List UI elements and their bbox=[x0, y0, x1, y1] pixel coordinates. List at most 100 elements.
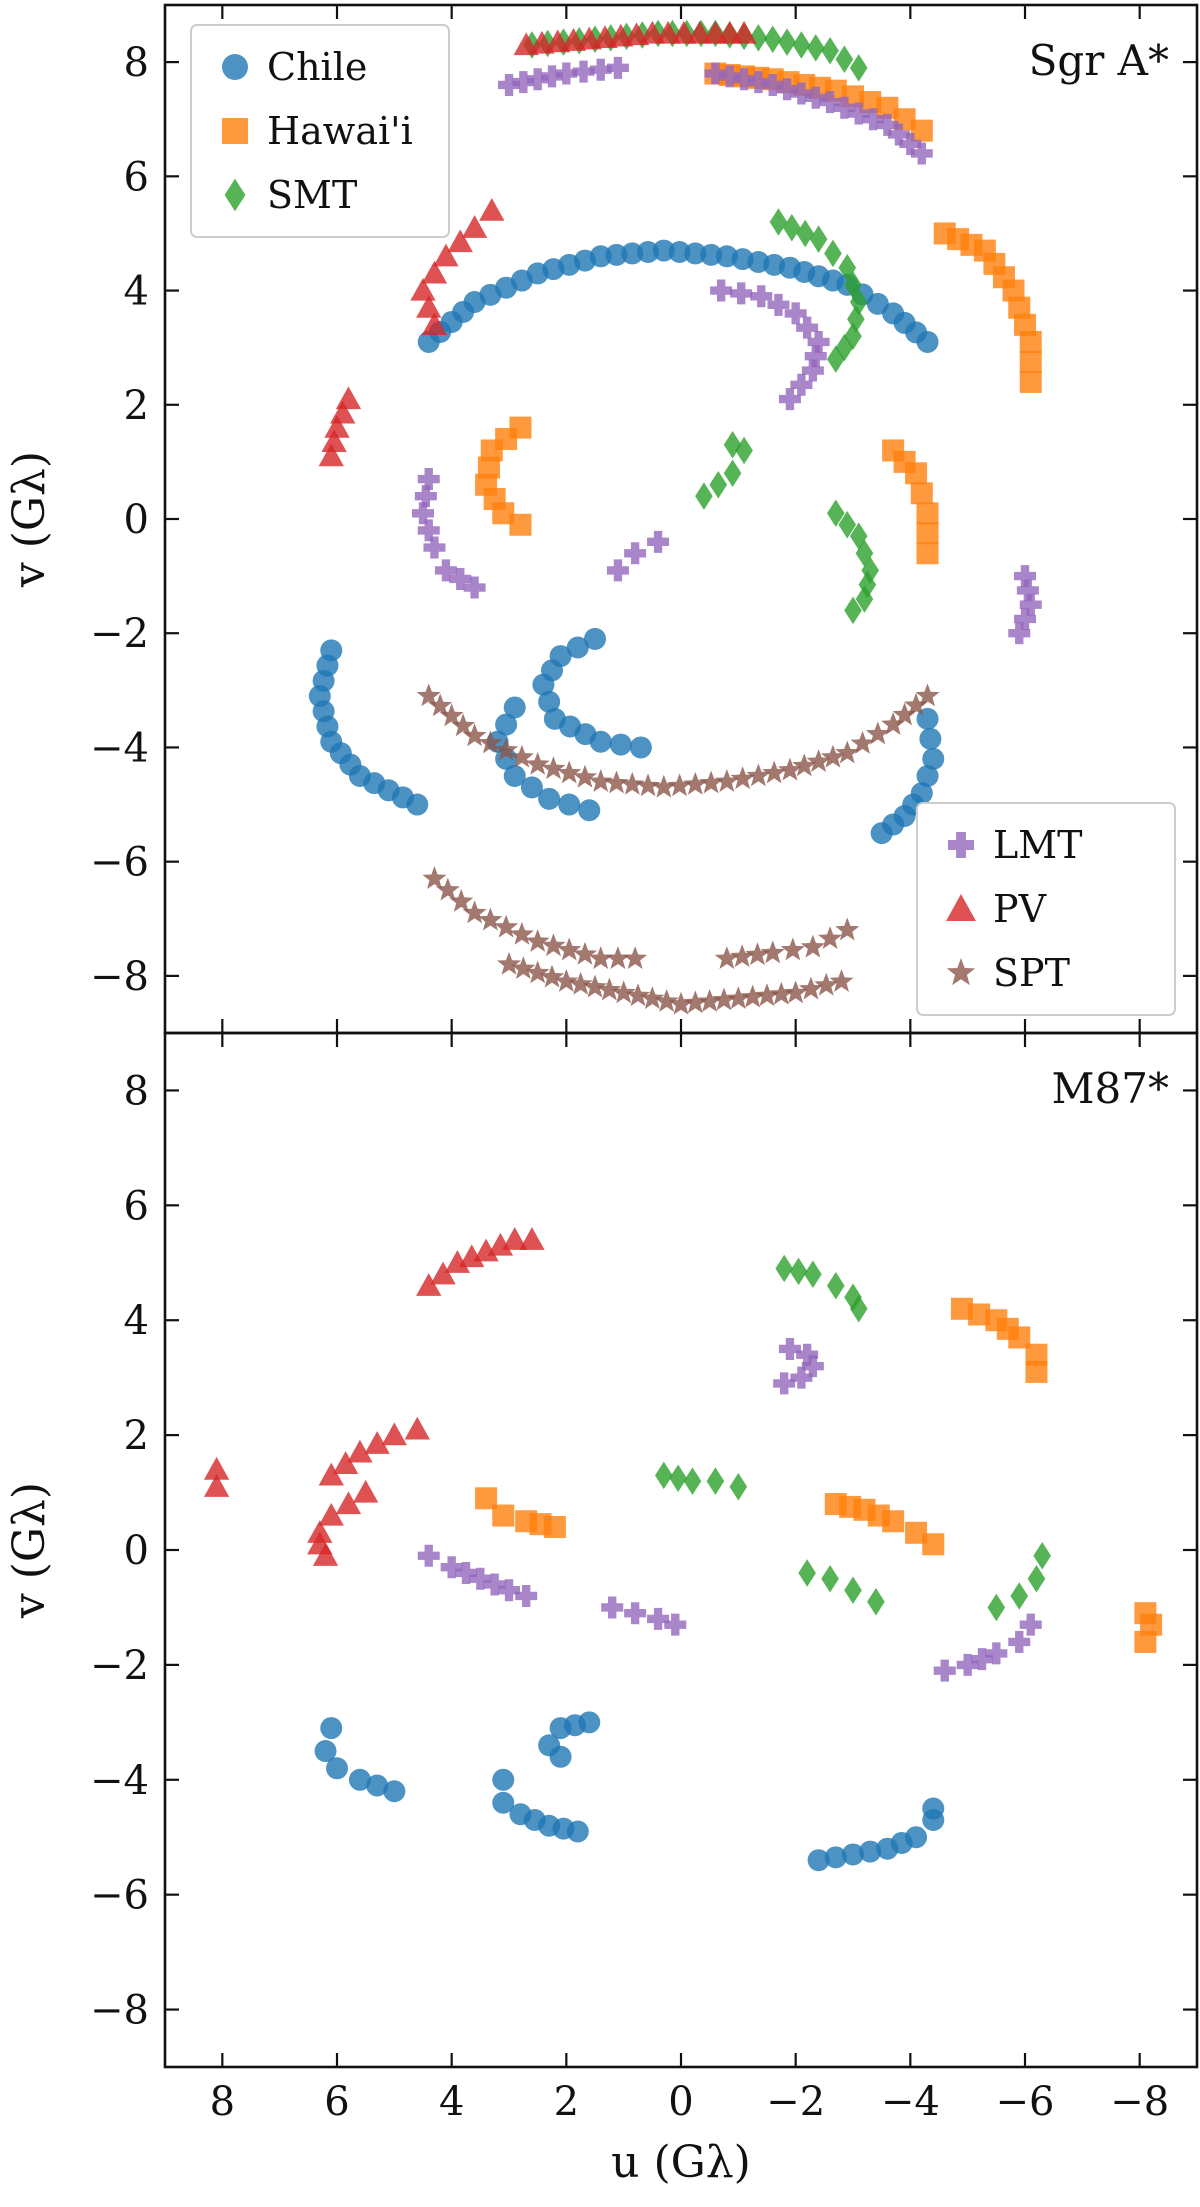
point-smt bbox=[827, 345, 845, 373]
point-pv bbox=[335, 386, 362, 410]
y-tick-label: 0 bbox=[124, 497, 149, 543]
point-lmt bbox=[1019, 593, 1042, 616]
point-chile bbox=[566, 636, 589, 659]
legend-label-chile: Chile bbox=[267, 45, 367, 89]
point-hawai-i bbox=[1019, 350, 1042, 373]
series-pv bbox=[318, 20, 757, 467]
point-lmt bbox=[862, 108, 885, 131]
point-lmt bbox=[804, 345, 827, 368]
point-lmt bbox=[899, 132, 922, 155]
point-pv bbox=[416, 295, 442, 318]
point-hawai-i bbox=[950, 1297, 973, 1320]
point-pv bbox=[502, 1227, 528, 1250]
point-spt bbox=[435, 877, 460, 901]
point-spt bbox=[439, 703, 464, 727]
point-spt bbox=[683, 771, 708, 795]
point-lmt bbox=[512, 71, 535, 94]
point-lmt bbox=[761, 73, 784, 96]
point-chile bbox=[495, 713, 518, 736]
point-hawai-i bbox=[1014, 313, 1036, 336]
point-chile bbox=[916, 330, 939, 353]
point-lmt bbox=[624, 542, 647, 565]
point-smt bbox=[809, 225, 828, 253]
point-lmt bbox=[412, 502, 434, 525]
point-chile bbox=[549, 1745, 572, 1768]
point-smt bbox=[849, 54, 868, 82]
point-spt bbox=[730, 766, 755, 790]
point-spt bbox=[422, 866, 447, 890]
point-smt bbox=[683, 1467, 702, 1495]
point-spt bbox=[525, 928, 550, 952]
legend-marker-hawai-i bbox=[222, 118, 248, 144]
x-tick-label: −8 bbox=[1110, 2079, 1169, 2125]
point-spt bbox=[611, 980, 636, 1004]
point-smt bbox=[844, 596, 862, 625]
point-smt bbox=[783, 213, 801, 242]
point-lmt bbox=[790, 1366, 813, 1389]
point-lmt bbox=[956, 1653, 979, 1676]
point-spt bbox=[726, 986, 751, 1009]
point-chile bbox=[520, 776, 543, 799]
legend-box bbox=[190, 24, 450, 238]
point-spt bbox=[449, 888, 474, 912]
point-spt bbox=[451, 713, 476, 737]
point-smt bbox=[844, 1576, 862, 1604]
x-tick-label: 2 bbox=[554, 2079, 579, 2125]
point-lmt bbox=[1016, 579, 1039, 602]
point-spt bbox=[496, 951, 522, 975]
point-chile bbox=[538, 787, 561, 810]
point-chile bbox=[492, 1791, 515, 1814]
point-spt bbox=[640, 986, 665, 1009]
point-spt bbox=[798, 976, 823, 1000]
point-lmt bbox=[647, 530, 670, 553]
point-smt bbox=[821, 36, 839, 65]
panel-m87: 8 6 4 2 0 −2 −4 −6 −8 8 6 4 2 0 −2 −4 −6 −8 v (Gλ) u (Gλ) M8… bbox=[4, 1031, 1199, 2188]
point-smt bbox=[849, 1294, 868, 1323]
point-hawai-i bbox=[480, 439, 503, 462]
point-spt bbox=[881, 711, 906, 735]
point-spt bbox=[651, 774, 676, 798]
point-smt bbox=[1033, 1541, 1051, 1570]
point-hawai-i bbox=[916, 522, 939, 545]
point-smt bbox=[824, 239, 842, 268]
point-spt bbox=[511, 956, 536, 979]
legend-label-lmt: LMT bbox=[993, 823, 1083, 867]
y-tick-label: 8 bbox=[124, 40, 149, 86]
point-pv bbox=[364, 1431, 390, 1454]
panel-sgr-a: 8 6 4 2 0 −2 −4 −6 −8 v (Gλ) Sgr A* Chile Hawai'i SMT… bbox=[4, 3, 1199, 1035]
point-smt bbox=[1027, 1564, 1046, 1593]
y-axis-label: v (Gλ) bbox=[4, 451, 55, 588]
y-tick-label: 4 bbox=[124, 269, 149, 315]
point-chile bbox=[503, 765, 526, 787]
series-hawai-i bbox=[475, 1297, 1163, 1653]
point-hawai-i bbox=[1002, 279, 1025, 302]
point-spt bbox=[745, 942, 770, 966]
point-chile bbox=[870, 822, 893, 845]
point-spt bbox=[541, 756, 566, 780]
x-axis-label: u (Gλ) bbox=[611, 2137, 751, 2188]
point-spt bbox=[792, 753, 817, 777]
point-lmt bbox=[417, 519, 440, 542]
point-lmt bbox=[624, 1602, 647, 1625]
point-chile bbox=[916, 765, 939, 787]
point-lmt bbox=[440, 1556, 463, 1579]
x-tick-label: −2 bbox=[766, 2079, 825, 2125]
point-spt bbox=[654, 988, 679, 1012]
y-tick-label: −8 bbox=[90, 1988, 149, 2034]
point-lmt bbox=[1014, 607, 1036, 630]
legend-label-hawai-i: Hawai'i bbox=[267, 109, 413, 153]
point-spt bbox=[557, 760, 582, 784]
point-chile bbox=[383, 1780, 406, 1803]
point-spt bbox=[915, 683, 940, 707]
legend-bottom-right: LMT PV SPT bbox=[916, 802, 1176, 1016]
point-chile bbox=[652, 239, 675, 262]
point-spt bbox=[783, 980, 808, 1004]
point-spt bbox=[623, 946, 648, 969]
panel-title: Sgr A* bbox=[1029, 36, 1169, 85]
series-lmt bbox=[412, 56, 1042, 645]
x-tick-label: 8 bbox=[210, 2079, 235, 2125]
point-hawai-i bbox=[910, 119, 933, 142]
point-spt bbox=[829, 968, 854, 992]
point-chile bbox=[668, 241, 691, 264]
series-smt bbox=[523, 19, 879, 625]
